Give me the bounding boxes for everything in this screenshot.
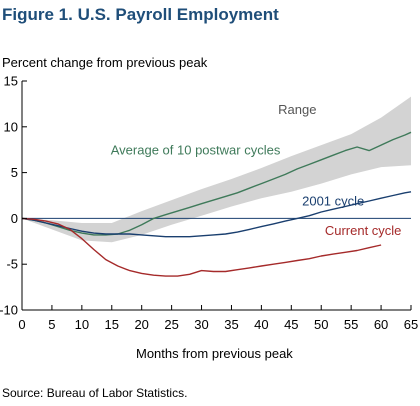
series-annotation: Current cycle bbox=[325, 223, 402, 238]
y-tick-label: 10 bbox=[4, 119, 18, 134]
x-axis-label: Months from previous peak bbox=[136, 346, 293, 361]
y-tick-label: 15 bbox=[4, 74, 18, 89]
series-annotation: Average of 10 postwar cycles bbox=[111, 142, 281, 157]
x-tick-label: 30 bbox=[194, 317, 208, 332]
x-tick-label: 0 bbox=[18, 317, 25, 332]
x-tick-label: 60 bbox=[374, 317, 388, 332]
y-tick-label: 5 bbox=[11, 165, 18, 180]
y-tick-label: 0 bbox=[11, 211, 18, 226]
y-tick-label: -10 bbox=[0, 303, 18, 318]
x-tick-label: 45 bbox=[284, 317, 298, 332]
series-line-3 bbox=[21, 217, 382, 277]
series-annotation: Range bbox=[278, 102, 316, 117]
chart-title: Figure 1. U.S. Payroll Employment bbox=[2, 5, 279, 24]
x-tick-label: 50 bbox=[314, 317, 328, 332]
source-note: Source: Bureau of Labor Statistics. bbox=[2, 386, 188, 400]
x-tick-label: 35 bbox=[224, 317, 238, 332]
series-line-1 bbox=[21, 131, 412, 236]
y-tick-label: -5 bbox=[6, 257, 18, 272]
x-tick-label: 55 bbox=[344, 317, 358, 332]
x-tick-label: 20 bbox=[134, 317, 148, 332]
x-tick-label: 65 bbox=[404, 317, 418, 332]
range-band bbox=[22, 96, 411, 243]
series-annotation: 2001 cycle bbox=[302, 194, 364, 209]
x-tick-label: 5 bbox=[48, 317, 55, 332]
x-tick-label: 10 bbox=[75, 317, 89, 332]
series-line-2 bbox=[21, 191, 412, 238]
x-tick-label: 40 bbox=[254, 317, 268, 332]
x-tick-label: 15 bbox=[105, 317, 119, 332]
x-tick-label: 25 bbox=[164, 317, 178, 332]
y-axis-label: Percent change from previous peak bbox=[2, 55, 208, 70]
